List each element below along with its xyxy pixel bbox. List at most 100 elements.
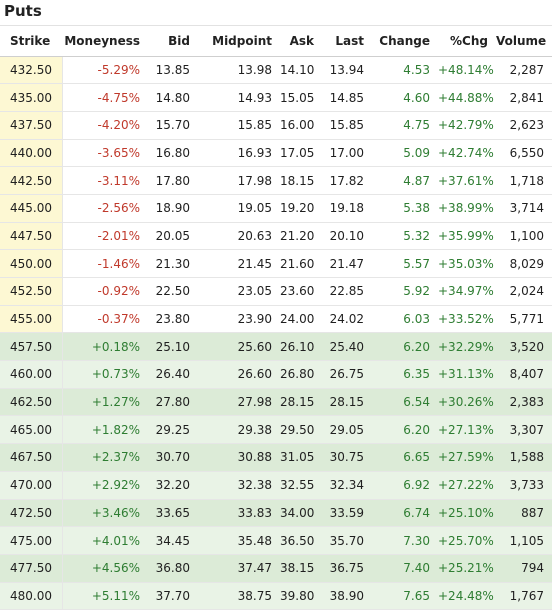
last-cell: 26.75 <box>322 360 372 389</box>
bid-cell: 27.80 <box>148 388 198 417</box>
table-row[interactable]: 475.00 +4.01% 34.45 35.48 36.50 35.70 7.30 +25.… <box>0 526 552 555</box>
strike-cell: 457.50 <box>0 332 63 362</box>
bid-cell: 13.85 <box>148 56 198 85</box>
change-cell: 6.35 <box>372 360 438 389</box>
col-header-change[interactable]: Change <box>372 26 438 57</box>
col-header-last[interactable]: Last <box>322 26 372 57</box>
change-cell: 6.20 <box>372 332 438 362</box>
midpoint-cell: 29.38 <box>198 415 280 445</box>
volume-cell: 3,307 <box>496 415 552 445</box>
strike-cell: 475.00 <box>0 526 63 555</box>
bid-cell: 37.70 <box>148 582 198 610</box>
table-row[interactable]: 462.50 +1.27% 27.80 27.98 28.15 28.15 6.54 +30.… <box>0 388 552 417</box>
volume-cell: 1,718 <box>496 166 552 195</box>
volume-cell: 887 <box>496 499 552 528</box>
midpoint-cell: 16.93 <box>198 139 280 168</box>
bid-cell: 34.45 <box>148 526 198 555</box>
strike-cell: 460.00 <box>0 360 63 389</box>
moneyness-cell: -4.75% <box>62 83 148 112</box>
table-row[interactable]: 470.00 +2.92% 32.20 32.38 32.55 32.34 6.92 +27.… <box>0 471 552 500</box>
change-cell: 4.75 <box>372 111 438 140</box>
col-header-moneyness[interactable]: Moneyness <box>62 26 148 57</box>
change-cell: 4.87 <box>372 166 438 195</box>
volume-cell: 1,767 <box>496 582 552 610</box>
ask-cell: 34.00 <box>280 499 322 528</box>
table-row[interactable]: 432.50 -5.29% 13.85 13.98 14.10 13.94 4.53 +48.… <box>0 56 552 85</box>
table-row[interactable]: 477.50 +4.56% 36.80 37.47 38.15 36.75 7.40 +25.… <box>0 554 552 583</box>
midpoint-cell: 27.98 <box>198 388 280 417</box>
midpoint-cell: 17.98 <box>198 166 280 195</box>
last-cell: 25.40 <box>322 332 372 362</box>
table-row[interactable]: 447.50 -2.01% 20.05 20.63 21.20 20.10 5.32 +35.… <box>0 222 552 251</box>
moneyness-cell: -1.46% <box>62 249 148 278</box>
last-cell: 36.75 <box>322 554 372 583</box>
ask-cell: 15.05 <box>280 83 322 112</box>
col-header-pctchg[interactable]: %Chg <box>438 26 496 57</box>
volume-cell: 2,841 <box>496 83 552 112</box>
strike-cell: 435.00 <box>0 83 63 112</box>
puts-table: Strike Moneyness Bid Midpoint Ask Last C… <box>0 26 552 610</box>
table-row[interactable]: 445.00 -2.56% 18.90 19.05 19.20 19.18 5.38 +38.… <box>0 194 552 223</box>
table-row[interactable]: 440.00 -3.65% 16.80 16.93 17.05 17.00 5.09 +42.… <box>0 139 552 168</box>
table-row[interactable]: 442.50 -3.11% 17.80 17.98 18.15 17.82 4.87 +37.… <box>0 166 552 195</box>
midpoint-cell: 37.47 <box>198 554 280 583</box>
strike-cell: 452.50 <box>0 277 63 306</box>
last-cell: 21.47 <box>322 249 372 278</box>
col-header-strike[interactable]: Strike <box>0 26 62 57</box>
strike-cell: 450.00 <box>0 249 63 278</box>
col-header-bid[interactable]: Bid <box>148 26 198 57</box>
col-header-ask[interactable]: Ask <box>280 26 322 57</box>
volume-cell: 5,771 <box>496 305 552 334</box>
moneyness-cell: -5.29% <box>62 56 148 85</box>
pctchg-cell: +35.03% <box>438 249 496 278</box>
table-row[interactable]: 435.00 -4.75% 14.80 14.93 15.05 14.85 4.60 +44.… <box>0 83 552 112</box>
moneyness-cell: -2.56% <box>62 194 148 223</box>
table-row[interactable]: 455.00 -0.37% 23.80 23.90 24.00 24.02 6.03 +33.… <box>0 305 552 334</box>
moneyness-cell: -3.65% <box>62 139 148 168</box>
moneyness-cell: -0.92% <box>62 277 148 306</box>
col-header-volume[interactable]: Volume <box>496 26 552 57</box>
table-row[interactable]: 467.50 +2.37% 30.70 30.88 31.05 30.75 6.65 +27.… <box>0 443 552 472</box>
table-row[interactable]: 480.00 +5.11% 37.70 38.75 39.80 38.90 7.65 +24.… <box>0 582 552 610</box>
moneyness-cell: +1.27% <box>62 388 148 417</box>
volume-cell: 1,105 <box>496 526 552 555</box>
change-cell: 6.54 <box>372 388 438 417</box>
midpoint-cell: 19.05 <box>198 194 280 223</box>
bid-cell: 14.80 <box>148 83 198 112</box>
last-cell: 20.10 <box>322 222 372 251</box>
change-cell: 6.65 <box>372 443 438 472</box>
volume-cell: 2,024 <box>496 277 552 306</box>
header-row: Strike Moneyness Bid Midpoint Ask Last C… <box>0 26 552 57</box>
last-cell: 32.34 <box>322 471 372 500</box>
table-row[interactable]: 452.50 -0.92% 22.50 23.05 23.60 22.85 5.92 +34.… <box>0 277 552 306</box>
bid-cell: 36.80 <box>148 554 198 583</box>
volume-cell: 2,287 <box>496 56 552 85</box>
strike-cell: 445.00 <box>0 194 63 223</box>
col-header-midpoint[interactable]: Midpoint <box>198 26 280 57</box>
ask-cell: 19.20 <box>280 194 322 223</box>
pctchg-cell: +42.79% <box>438 111 496 140</box>
midpoint-cell: 30.88 <box>198 443 280 472</box>
strike-cell: 447.50 <box>0 222 63 251</box>
table-row[interactable]: 437.50 -4.20% 15.70 15.85 16.00 15.85 4.75 +42.… <box>0 111 552 140</box>
change-cell: 6.92 <box>372 471 438 500</box>
last-cell: 13.94 <box>322 56 372 85</box>
midpoint-cell: 15.85 <box>198 111 280 140</box>
volume-cell: 3,714 <box>496 194 552 223</box>
ask-cell: 39.80 <box>280 582 322 610</box>
table-row[interactable]: 450.00 -1.46% 21.30 21.45 21.60 21.47 5.57 +35.… <box>0 249 552 278</box>
change-cell: 6.03 <box>372 305 438 334</box>
midpoint-cell: 38.75 <box>198 582 280 610</box>
strike-cell: 442.50 <box>0 166 63 195</box>
volume-cell: 1,588 <box>496 443 552 472</box>
midpoint-cell: 13.98 <box>198 56 280 85</box>
strike-cell: 432.50 <box>0 56 63 85</box>
bid-cell: 16.80 <box>148 139 198 168</box>
table-row[interactable]: 457.50 +0.18% 25.10 25.60 26.10 25.40 6.20 +32.… <box>0 332 552 362</box>
bid-cell: 20.05 <box>148 222 198 251</box>
volume-cell: 8,029 <box>496 249 552 278</box>
table-row[interactable]: 465.00 +1.82% 29.25 29.38 29.50 29.05 6.20 +27.… <box>0 415 552 445</box>
moneyness-cell: +4.56% <box>62 554 148 583</box>
table-row[interactable]: 472.50 +3.46% 33.65 33.83 34.00 33.59 6.74 +25.… <box>0 499 552 528</box>
table-row[interactable]: 460.00 +0.73% 26.40 26.60 26.80 26.75 6.35 +31.… <box>0 360 552 389</box>
